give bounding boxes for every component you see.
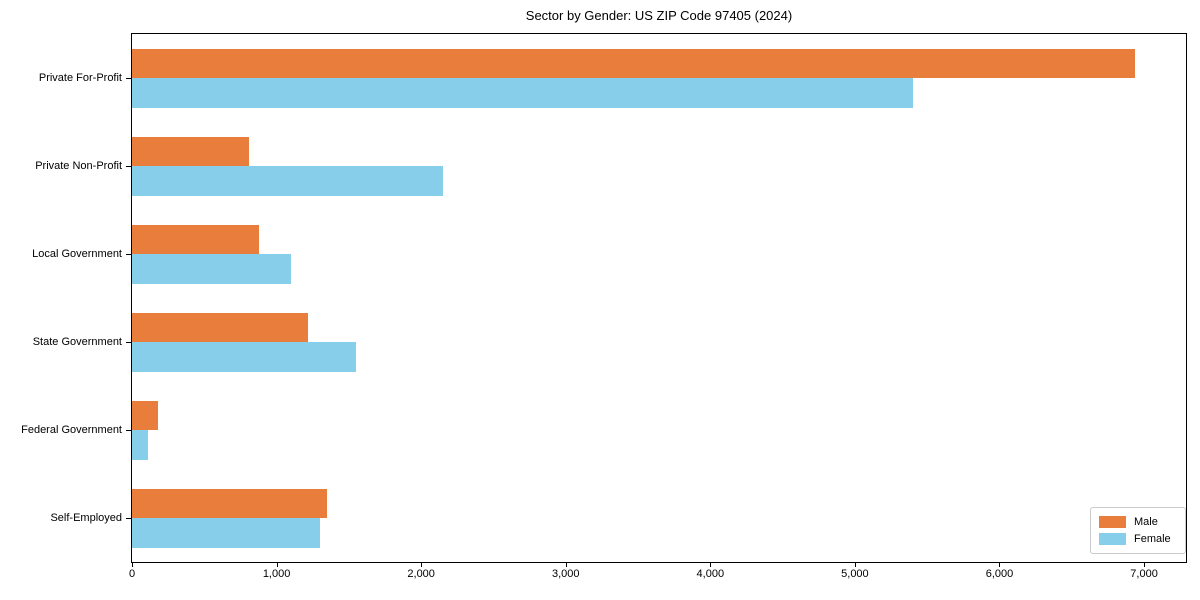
bar-male-local-government xyxy=(132,224,260,254)
x-tick-label: 4,000 xyxy=(696,568,725,580)
x-tick-label: 1,000 xyxy=(262,568,291,580)
bar-female-state-government xyxy=(132,342,357,372)
x-axis-tick xyxy=(854,563,856,567)
bar-male-federal-government xyxy=(132,400,159,430)
x-axis-tick xyxy=(1144,563,1146,567)
legend-entry-female: Female xyxy=(1099,533,1185,545)
chart-title: Sector by Gender: US ZIP Code 97405 (202… xyxy=(525,8,793,23)
bar-female-private-for-profit xyxy=(132,78,913,108)
bar-male-private-for-profit xyxy=(132,48,1136,78)
legend-label: Female xyxy=(1134,533,1171,545)
x-axis-tick xyxy=(710,563,712,567)
x-axis-tick xyxy=(565,563,567,567)
x-tick-label: 6,000 xyxy=(985,568,1014,580)
y-tick-label: Self-Employed xyxy=(50,512,122,524)
bar-female-self-employed xyxy=(132,518,320,548)
bar-female-local-government xyxy=(132,254,292,284)
y-axis-tick xyxy=(126,78,131,79)
bar-male-self-employed xyxy=(132,488,328,518)
y-tick-label: Private Non-Profit xyxy=(35,160,122,172)
x-tick-label: 0 xyxy=(128,568,136,580)
plot-area xyxy=(131,33,1187,563)
x-tick-label: 2,000 xyxy=(407,568,435,580)
x-axis-tick xyxy=(276,563,278,567)
legend: Male Female xyxy=(1090,507,1186,554)
y-axis-tick xyxy=(126,342,131,343)
x-tick-label: 5,000 xyxy=(841,568,869,580)
y-axis-tick xyxy=(126,430,131,431)
y-axis-tick xyxy=(126,254,131,255)
legend-swatch-male xyxy=(1099,516,1126,528)
x-axis-tick xyxy=(421,563,423,567)
x-axis-tick xyxy=(132,563,133,567)
bar-male-private-non-profit xyxy=(132,136,250,166)
legend-swatch-female xyxy=(1099,533,1126,545)
y-tick-label: State Government xyxy=(32,336,122,348)
y-axis-tick xyxy=(126,518,131,519)
y-tick-label: Local Government xyxy=(32,248,122,260)
y-tick-label: Federal Government xyxy=(21,424,122,436)
y-tick-label: Private For-Profit xyxy=(38,72,122,84)
y-axis-tick xyxy=(126,166,131,167)
bar-female-private-non-profit xyxy=(132,166,443,196)
legend-entry-male: Male xyxy=(1099,516,1185,528)
bar-male-state-government xyxy=(132,312,309,342)
x-tick-label: 3,000 xyxy=(551,568,580,580)
bar-female-federal-government xyxy=(132,430,148,460)
x-tick-label: 7,000 xyxy=(1130,568,1158,580)
x-axis-tick xyxy=(999,563,1001,567)
legend-label: Male xyxy=(1134,516,1158,528)
